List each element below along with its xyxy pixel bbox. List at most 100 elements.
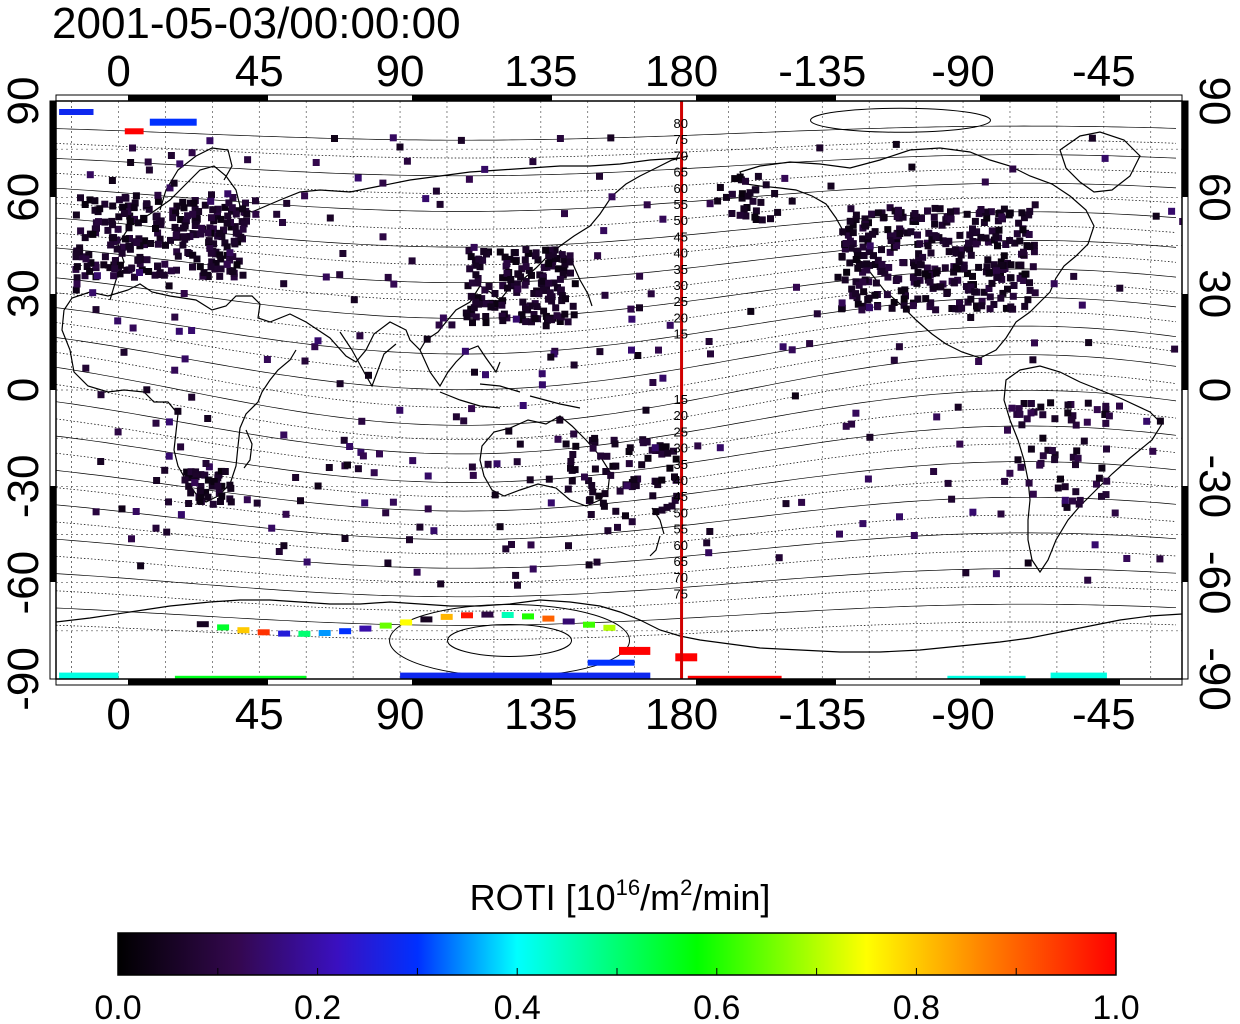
roti-cell <box>96 205 104 213</box>
roti-cell <box>521 281 529 289</box>
roti-cell <box>539 277 547 285</box>
roti-cell <box>545 260 553 268</box>
roti-cell <box>838 253 846 261</box>
roti-cell <box>986 305 994 313</box>
roti-cell <box>110 272 118 280</box>
roti-cell <box>895 206 902 214</box>
roti-cell <box>958 304 966 312</box>
roti-cell <box>849 221 857 229</box>
roti-cell <box>1084 399 1092 407</box>
roti-cell <box>980 288 988 296</box>
roti-cell <box>531 315 539 323</box>
roti-cell <box>987 208 995 216</box>
lon-tick-label: -90 <box>931 47 995 96</box>
roti-cell <box>165 498 172 506</box>
roti-cell <box>422 195 430 203</box>
roti-cell <box>243 210 251 218</box>
roti-cell <box>196 621 209 628</box>
roti-cell <box>501 612 514 618</box>
lat-axis-left: 90 60 30 0 -30 -60 -90 <box>0 77 48 711</box>
roti-cell <box>951 246 959 254</box>
roti-cell <box>842 240 850 247</box>
roti-cell <box>471 368 478 376</box>
roti-cell <box>188 393 196 401</box>
roti-cell <box>744 192 752 200</box>
roti-cell <box>781 174 789 182</box>
roti-cell <box>571 466 579 474</box>
roti-cell <box>115 196 123 204</box>
roti-cell <box>638 461 646 469</box>
roti-cell <box>1105 412 1113 420</box>
roti-cell <box>472 271 480 279</box>
roti-cell <box>252 210 260 218</box>
roti-cell <box>944 479 952 487</box>
roti-cell <box>916 261 924 269</box>
roti-cell <box>202 460 210 467</box>
roti-cell <box>174 675 307 679</box>
roti-cell <box>206 137 214 145</box>
roti-cell <box>658 476 666 484</box>
roti-cell <box>956 299 963 307</box>
roti-cell <box>1024 296 1032 304</box>
roti-cell <box>460 417 468 425</box>
roti-cell <box>521 256 529 264</box>
roti-cell <box>257 629 270 636</box>
roti-cell <box>188 149 196 157</box>
roti-cell <box>602 468 610 475</box>
roti-cell <box>512 571 520 579</box>
roti-cell <box>896 230 904 237</box>
roti-cell <box>210 478 218 485</box>
roti-cell <box>564 318 572 326</box>
roti-observations <box>59 109 1182 679</box>
roti-cell <box>545 475 553 483</box>
roti-cell <box>560 255 568 263</box>
roti-cell <box>197 230 205 238</box>
roti-cell <box>528 318 535 326</box>
mag-contour <box>56 443 1177 498</box>
roti-cell <box>915 250 923 258</box>
roti-cell <box>863 266 871 274</box>
roti-cell <box>208 191 215 199</box>
roti-cell <box>604 527 612 535</box>
roti-cell <box>59 109 94 115</box>
roti-cell <box>561 260 569 268</box>
roti-cell <box>775 554 783 562</box>
roti-cell <box>603 452 611 460</box>
mag-contour <box>56 425 1177 483</box>
roti-cell <box>971 217 979 225</box>
roti-cell <box>491 290 499 297</box>
roti-cell <box>498 312 506 320</box>
roti-cell <box>562 295 569 303</box>
roti-cell <box>895 343 903 351</box>
roti-cell <box>859 302 867 310</box>
roti-cell <box>860 252 868 259</box>
roti-cell <box>838 304 846 312</box>
roti-cell <box>298 630 311 637</box>
roti-cell <box>716 184 724 191</box>
lat-tick-label: 0 <box>0 378 48 402</box>
roti-cell <box>1050 672 1107 679</box>
roti-cell <box>564 485 572 493</box>
roti-cell <box>591 465 599 473</box>
roti-cell <box>585 561 593 569</box>
roti-cell <box>878 266 886 274</box>
roti-cell <box>1016 237 1024 245</box>
roti-cell <box>601 291 609 299</box>
roti-cell <box>1030 241 1038 249</box>
lon-tick-label: 0 <box>106 47 130 96</box>
lat-tick-label: -90 <box>0 647 48 711</box>
roti-cell <box>849 229 857 237</box>
roti-cell <box>919 253 927 261</box>
roti-cell <box>666 464 674 472</box>
roti-cell <box>83 263 91 270</box>
roti-cell <box>611 440 619 448</box>
roti-cell <box>1023 415 1031 423</box>
roti-cell <box>532 249 540 257</box>
roti-cell <box>869 230 877 238</box>
roti-cell <box>990 301 998 308</box>
roti-cell <box>263 356 271 363</box>
roti-cell <box>866 304 873 312</box>
roti-cell <box>595 492 603 500</box>
roti-cell <box>467 253 475 261</box>
